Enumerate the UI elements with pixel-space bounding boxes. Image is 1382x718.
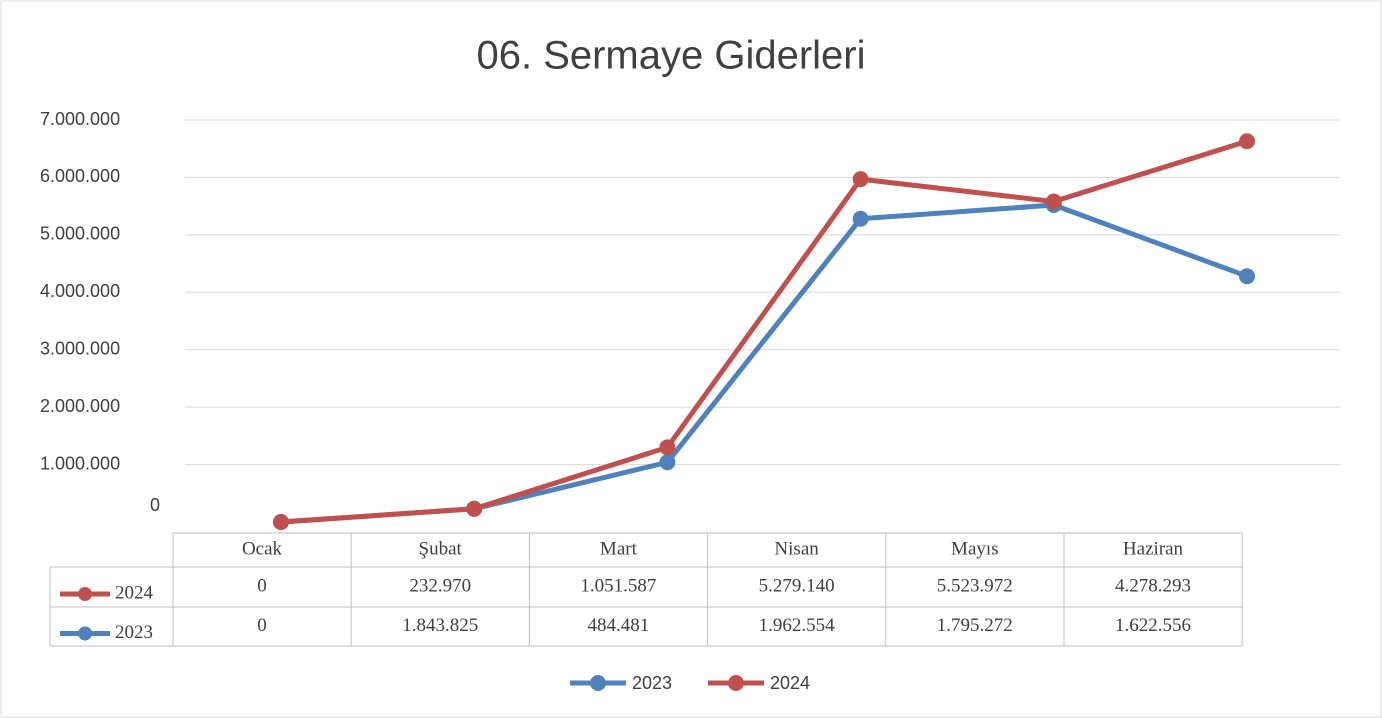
point xyxy=(273,514,289,530)
table-cell: 0 xyxy=(257,615,267,636)
y-tick-label: 2.000.000 xyxy=(40,396,120,416)
y-tick-label: 0 xyxy=(150,495,160,515)
table-cell: 4.278.293 xyxy=(1115,575,1191,596)
table-row-label: 2024 xyxy=(115,582,154,603)
y-tick-label: 4.000.000 xyxy=(40,281,120,301)
x-tick-label: Mayıs xyxy=(951,538,999,559)
table-cell: 232.970 xyxy=(409,575,471,596)
table-cell: 1.795.272 xyxy=(937,615,1013,636)
table-row-label: 2023 xyxy=(115,622,153,643)
point xyxy=(659,454,676,471)
y-tick-label: 6.000.000 xyxy=(40,166,120,186)
point xyxy=(1239,268,1255,285)
y-tick-label: 5.000.000 xyxy=(40,224,120,244)
point xyxy=(852,171,869,188)
x-tick-label: Şubat xyxy=(419,538,463,559)
table-cell: 1.962.554 xyxy=(759,615,836,636)
y-tick-label: 1.000.000 xyxy=(40,453,120,473)
legend-label: 2023 xyxy=(632,673,672,693)
x-tick-label: Ocak xyxy=(242,538,283,559)
point xyxy=(1045,193,1062,210)
y-tick-label: 3.000.000 xyxy=(40,338,120,358)
legend-key xyxy=(590,675,606,691)
table-cell: 5.523.972 xyxy=(937,575,1013,596)
point xyxy=(1239,133,1255,150)
point xyxy=(659,439,676,456)
table-cell: 1.051.587 xyxy=(580,575,656,596)
x-tick-label: Mart xyxy=(600,538,638,559)
x-tick-label: Nisan xyxy=(774,538,819,559)
series-line xyxy=(280,138,1248,525)
table-cell: 0 xyxy=(257,575,267,596)
table-cell: 1.622.556 xyxy=(1115,615,1191,636)
chart-title: 06. Sermaye Giderleri xyxy=(476,34,865,78)
legend-label: 2024 xyxy=(770,673,810,693)
point xyxy=(466,500,483,517)
legend-key xyxy=(728,675,744,691)
point xyxy=(852,210,869,227)
x-tick-label: Haziran xyxy=(1123,538,1184,559)
table-key xyxy=(78,626,92,641)
table-cell: 5.279.140 xyxy=(759,575,835,596)
y-tick-label: 7.000.000 xyxy=(40,109,120,129)
table-cell: 1.843.825 xyxy=(402,615,478,636)
table-cell: 484.481 xyxy=(588,615,650,636)
table-key xyxy=(78,587,92,601)
